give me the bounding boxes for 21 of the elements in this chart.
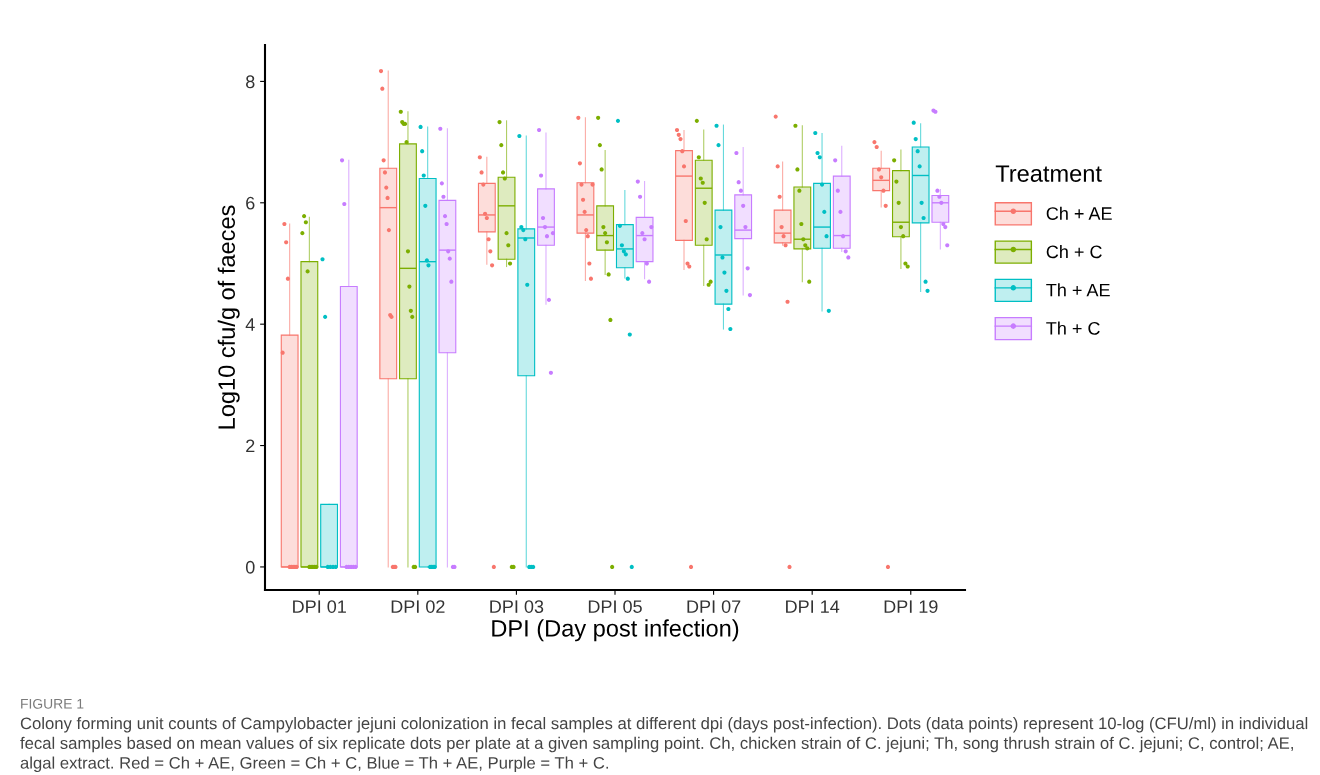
y-tick-label: 8 [246, 75, 255, 89]
y-tick-label: 2 [246, 439, 255, 453]
x-tick-label: DPI 01 [293, 600, 346, 613]
y-tick-label: 0 [245, 560, 255, 574]
x-tick-label: DPI 07 [687, 600, 741, 613]
x-axis-title: DPI (Day post infection) [492, 619, 739, 642]
x-tick-label: DPI 02 [391, 600, 445, 613]
text: Colony forming unit counts of Campylobacter jejuni colonization in fecal samples at different dpi (days post-infection). Dots (data points) represent 10-log (CFU/ml) in individual fecal samples based on mean values of six replicate dots per plate at a given sampling point. Ch, chicken strain of C. jejuni; Th, song thrush strain of C. jejuni; C, control; AE, algal extract. Red = Ch + AE, Green = Ch + C, Blue = Th + AE, Purple = Th + C. [20, 717, 1308, 773]
legend-label: Ch + AE [1046, 206, 1112, 220]
x-tick-label: DPI 19 [884, 600, 938, 613]
caption: FIGURE 1 [21, 698, 84, 709]
legend-label: Ch + C [1046, 244, 1102, 259]
x-tick-label: DPI 14 [786, 600, 840, 613]
y-axis-title: Log10 cfu/g of faeces [217, 205, 240, 429]
legend-title: Treatment [995, 165, 1102, 182]
legend-label: Th + C [1046, 321, 1100, 335]
y-tick-label: 4 [245, 318, 255, 331]
legend-label: Th + AE [1046, 283, 1110, 297]
y-tick-label: 6 [246, 196, 255, 210]
x-tick-label: DPI 03 [490, 600, 544, 613]
x-tick-label: DPI 05 [588, 600, 642, 613]
